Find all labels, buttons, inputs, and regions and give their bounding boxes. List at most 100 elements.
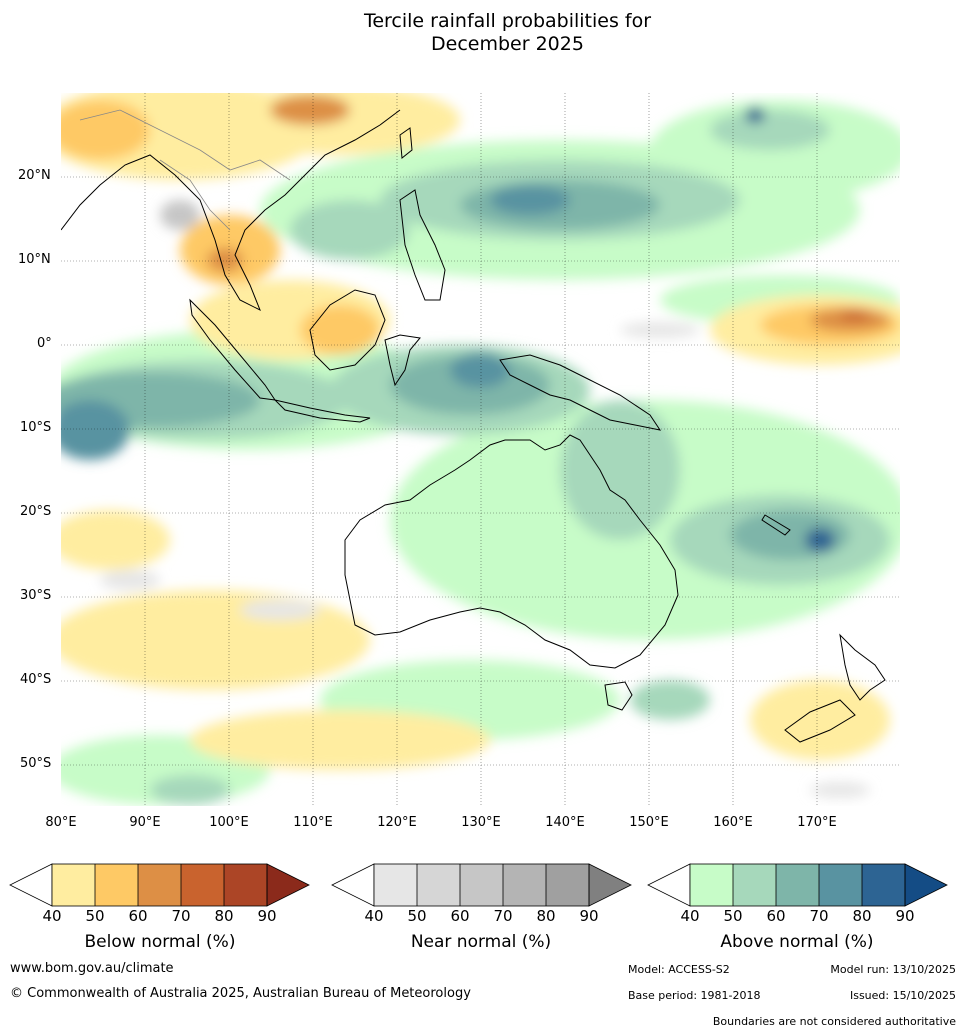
lat-label: 50°S	[20, 756, 52, 771]
lat-label: 20°S	[20, 504, 52, 519]
nz-north-coast	[839, 633, 886, 701]
issued-text: Issued: 15/10/2025	[849, 989, 956, 1002]
below-field	[61, 510, 170, 570]
sumatra-coast	[189, 298, 277, 401]
colorbar-tick: 50	[85, 907, 105, 925]
colorbar-below-bin	[138, 864, 181, 906]
disclaimer-text: Boundaries are not considered authoritat…	[712, 1015, 956, 1028]
above-field	[450, 352, 510, 388]
near-field	[100, 570, 160, 590]
new-caledonia-coast	[761, 514, 791, 536]
near-field	[810, 782, 870, 798]
borneo-coast	[309, 289, 386, 371]
colorbar-near-bin	[546, 864, 589, 906]
title-line-2: December 2025	[431, 33, 584, 55]
colorbar-tick: 70	[493, 907, 513, 925]
base-period-text: Base period: 1981-2018	[628, 989, 761, 1002]
lat-label: 30°S	[20, 588, 52, 603]
colorbar-below-bin	[52, 864, 95, 906]
below-field	[270, 95, 350, 125]
above-field	[290, 200, 410, 260]
australia-coast	[344, 434, 679, 669]
colorbar-tick: 50	[407, 907, 427, 925]
colorbar-below-low-extend	[9, 863, 53, 907]
lat-label: 0°	[37, 336, 52, 351]
colorbar-tick: 60	[128, 907, 148, 925]
above-field	[560, 400, 680, 540]
above-field	[490, 185, 570, 215]
colorbar-tick: 40	[364, 907, 384, 925]
coastlines	[61, 109, 886, 743]
lat-label: 20°N	[18, 168, 51, 183]
colorbar-above-bin	[776, 864, 819, 906]
colorbar-tick: 60	[450, 907, 470, 925]
colorbar-tick: 80	[214, 907, 234, 925]
colorbar-near-bin	[460, 864, 503, 906]
map-title: Tercile rainfall probabilities for Decem…	[0, 10, 965, 56]
probability-fields	[61, 93, 900, 805]
colorbar-above-bin	[733, 864, 776, 906]
taiwan-coast	[399, 127, 413, 159]
lat-label: 40°S	[20, 672, 52, 687]
colorbar-near-low-extend	[331, 863, 375, 907]
colorbar-above-low-extend	[647, 863, 691, 907]
colorbar-tick: 60	[766, 907, 786, 925]
colorbar-below-bin	[181, 864, 224, 906]
colorbar-above	[647, 863, 948, 907]
model-run-text: Model run: 13/10/2025	[830, 963, 956, 976]
sulawesi-coast	[384, 334, 421, 387]
near-field	[160, 200, 200, 230]
gridlines	[61, 93, 900, 806]
colorbar-below-bin	[224, 864, 267, 906]
lon-label: 160°E	[713, 815, 753, 830]
website-link[interactable]: www.bom.gov.au/climate	[10, 961, 174, 976]
tasmania-coast	[604, 681, 633, 711]
colorbar-below-high-extend	[266, 863, 310, 907]
colorbar-below	[9, 863, 310, 907]
colorbar-above-label: Above normal (%)	[720, 932, 874, 952]
colorbar-tick: 90	[895, 907, 915, 925]
above-field	[630, 680, 710, 720]
philippines-coast	[399, 189, 446, 301]
below-field	[840, 310, 870, 320]
copyright-text: © Commonwealth of Australia 2025, Austra…	[10, 986, 471, 1001]
lat-label: 10°N	[18, 252, 51, 267]
colorbar-below-label: Below normal (%)	[84, 932, 236, 952]
colorbar-tick: 80	[536, 907, 556, 925]
lon-label: 100°E	[209, 815, 249, 830]
above-field	[710, 110, 830, 150]
country-borders	[79, 109, 291, 231]
title-line-1: Tercile rainfall probabilities for	[363, 10, 652, 32]
lon-label: 140°E	[545, 815, 585, 830]
below-field	[300, 305, 380, 355]
colorbar-below-bin	[95, 864, 138, 906]
colorbar-above-bin	[690, 864, 733, 906]
colorbar-tick: 90	[579, 907, 599, 925]
colorbar-tick: 50	[723, 907, 743, 925]
above-field	[150, 775, 230, 805]
lon-label: 120°E	[377, 815, 417, 830]
colorbar-near-high-extend	[588, 863, 632, 907]
colorbar-tick: 70	[809, 907, 829, 925]
above-field	[745, 107, 765, 123]
colorbar-above-bin	[862, 864, 905, 906]
below-field	[220, 93, 460, 155]
lon-label: 130°E	[461, 815, 501, 830]
lat-label: 10°S	[20, 420, 52, 435]
lon-label: 90°E	[129, 815, 161, 830]
colorbar-tick: 40	[680, 907, 700, 925]
above-field	[61, 400, 130, 460]
colorbar-near-bin	[503, 864, 546, 906]
model-text: Model: ACCESS-S2	[628, 963, 730, 976]
colorbar-tick: 80	[852, 907, 872, 925]
below-field	[61, 100, 150, 160]
above-field	[460, 520, 580, 600]
below-field	[750, 680, 890, 760]
near-field	[240, 600, 320, 620]
colorbar-near-bin	[374, 864, 417, 906]
colorbar-above-high-extend	[904, 863, 948, 907]
java-coast	[273, 399, 371, 423]
near-field	[620, 322, 700, 338]
below-field	[207, 248, 243, 272]
